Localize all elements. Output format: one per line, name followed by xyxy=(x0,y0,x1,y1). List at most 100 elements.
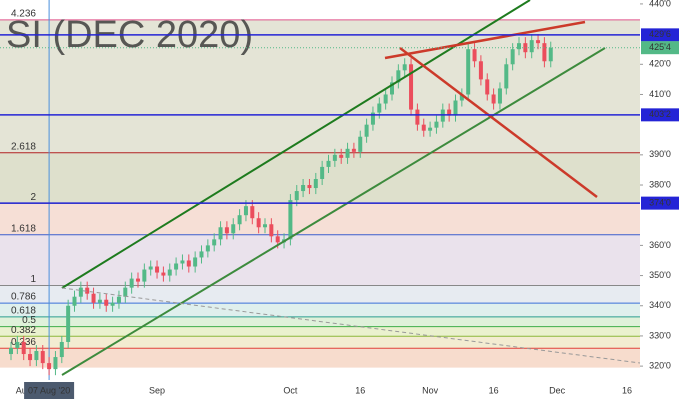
fib-band xyxy=(0,152,640,204)
candle-body xyxy=(231,224,236,234)
candle-body xyxy=(212,239,217,246)
x-tick-label: Aug xyxy=(16,385,32,395)
candle-body xyxy=(21,341,26,355)
fib-label: 1.618 xyxy=(11,223,36,234)
candle-body xyxy=(396,70,401,83)
crosshair-tag xyxy=(24,382,75,399)
fib-band xyxy=(0,336,640,349)
fib-band xyxy=(0,234,640,286)
candle-body xyxy=(428,127,433,131)
y-tick-label: 380'0 xyxy=(649,179,671,189)
level-tag xyxy=(641,108,679,122)
candle-body xyxy=(263,224,267,228)
candle-body xyxy=(377,103,382,113)
candle-body xyxy=(47,363,52,370)
candle-body xyxy=(478,61,483,80)
fib-label: 4.236 xyxy=(11,9,36,20)
candle-body xyxy=(72,296,77,306)
y-tick-label: 390'0 xyxy=(649,149,671,159)
candle-body xyxy=(53,357,58,370)
candle-body xyxy=(345,148,350,158)
last-price-tag xyxy=(641,41,679,55)
x-tick-label: 16 xyxy=(622,385,632,395)
candle-body xyxy=(161,272,166,276)
y-tick-label: 320'0 xyxy=(649,360,671,370)
candle-body xyxy=(123,287,128,297)
candle-body xyxy=(269,224,274,237)
candle-body xyxy=(510,49,515,65)
candle-body xyxy=(142,269,147,282)
candle-body xyxy=(66,305,71,342)
candle-body xyxy=(129,278,134,288)
candle-body xyxy=(313,178,318,189)
candle-body xyxy=(167,269,172,276)
y-tick-label: 410'0 xyxy=(649,89,671,99)
candle-body xyxy=(459,94,464,101)
candle-body xyxy=(383,94,388,104)
candle-body xyxy=(466,49,471,95)
candle-body xyxy=(224,227,229,234)
y-tick-label: 350'0 xyxy=(649,270,671,280)
candle-body xyxy=(218,227,223,240)
x-tick-label: Dec xyxy=(549,385,566,395)
level-tag-label: 429'6 xyxy=(649,29,671,39)
x-tick-label: Nov xyxy=(422,385,439,395)
channel-lower xyxy=(61,47,606,376)
candle-body xyxy=(9,348,13,355)
candle-body xyxy=(155,266,160,273)
candle-body xyxy=(256,218,261,228)
fib-band xyxy=(0,303,640,317)
candle-body xyxy=(447,109,452,116)
candle-body xyxy=(186,260,191,267)
fib-band xyxy=(0,285,640,304)
candle-body xyxy=(110,302,115,306)
candle-body xyxy=(358,136,363,152)
crosshair-label: 07 Aug '20 xyxy=(28,385,70,395)
candle-body xyxy=(148,266,153,270)
y-tick-label: 360'0 xyxy=(649,240,671,250)
candle-body xyxy=(548,47,553,62)
last-price-label: 425'4 xyxy=(649,42,671,52)
candle-body xyxy=(517,43,521,50)
candle-body xyxy=(91,293,96,303)
candle-body xyxy=(243,206,248,216)
candle-body xyxy=(409,64,414,110)
drawings xyxy=(61,0,641,376)
candle-body xyxy=(275,236,280,243)
candle-body xyxy=(339,154,344,158)
fib-label: 0.618 xyxy=(11,306,36,317)
candle-body xyxy=(491,94,496,104)
fib-band xyxy=(0,348,640,368)
red-trend-down xyxy=(399,47,598,198)
candle-body xyxy=(104,299,109,306)
x-tick-label: 16 xyxy=(489,385,499,395)
y-tick-label: 330'0 xyxy=(649,330,671,340)
fib-label: 2.618 xyxy=(11,141,36,152)
candle-body xyxy=(28,354,33,361)
channel-upper xyxy=(61,0,531,289)
candle-body xyxy=(205,245,210,252)
candle-body xyxy=(529,40,534,53)
candle-body xyxy=(40,351,45,364)
candle-body xyxy=(301,185,306,192)
candle-body xyxy=(485,79,490,95)
x-axis-bg xyxy=(0,380,640,402)
fib-label: 0.786 xyxy=(11,292,36,303)
x-tick-label: 16 xyxy=(355,385,365,395)
candle-body xyxy=(497,88,502,104)
candle-body xyxy=(15,341,20,349)
fib-label: 1 xyxy=(30,274,36,285)
fib-label: 0.5 xyxy=(22,315,36,326)
candle-body xyxy=(250,206,255,219)
candle-body xyxy=(97,299,102,303)
fib-label: 2 xyxy=(30,192,36,203)
candle-body xyxy=(472,49,477,62)
candle-body xyxy=(421,124,426,131)
candle-body xyxy=(504,64,509,89)
candle-body xyxy=(332,154,337,161)
candle-body xyxy=(180,260,185,264)
y-tick-label: 340'0 xyxy=(649,300,671,310)
